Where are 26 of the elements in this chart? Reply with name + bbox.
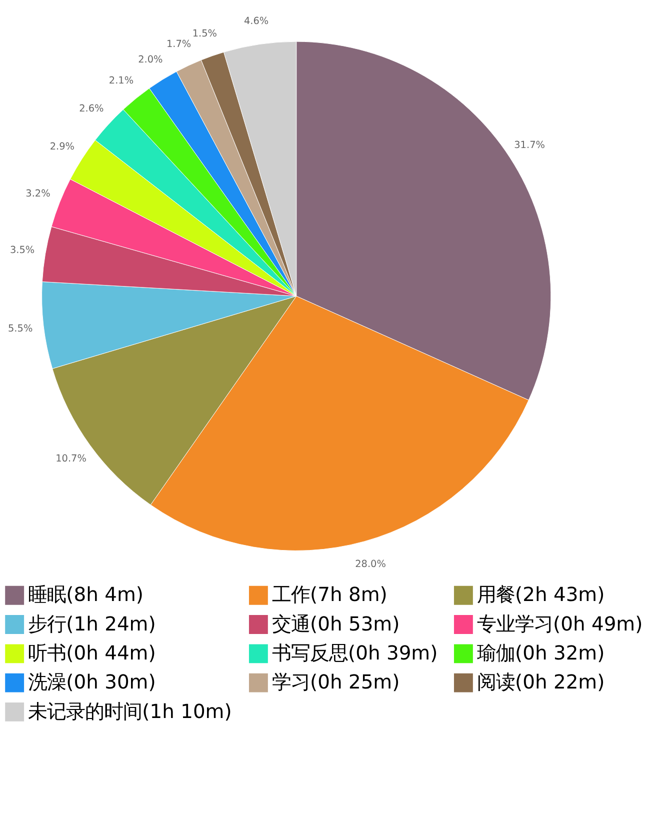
data-label: 2.0% bbox=[138, 54, 163, 66]
legend-label: 洗澡(0h 30m) bbox=[28, 670, 156, 694]
legend-label: 用餐(2h 43m) bbox=[477, 583, 605, 606]
data-label: 2.9% bbox=[50, 141, 75, 152]
data-label: 3.5% bbox=[10, 244, 35, 256]
data-label: 1.5% bbox=[192, 28, 218, 40]
legend-label: 步行(1h 24m) bbox=[28, 612, 156, 636]
legend-label: 工作(7h 8m) bbox=[272, 583, 388, 606]
legend-label: 未记录的时间(1h 10m) bbox=[28, 700, 232, 723]
legend-label: 专业学习(0h 49m) bbox=[477, 612, 643, 636]
legend-label: 阅读(0h 22m) bbox=[477, 670, 605, 694]
legend-label: 交通(0h 53m) bbox=[272, 612, 400, 636]
legend-label: 书写反思(0h 39m) bbox=[272, 641, 438, 664]
data-label: 28.0% bbox=[355, 558, 386, 570]
data-label: 2.6% bbox=[79, 103, 104, 114]
legend-label: 学习(0h 25m) bbox=[272, 670, 400, 694]
data-label: 4.6% bbox=[244, 16, 269, 28]
data-label: 3.2% bbox=[26, 188, 50, 200]
legend-label: 瑜伽(0h 32m) bbox=[477, 641, 605, 664]
data-label: 2.1% bbox=[108, 75, 134, 86]
legend-label: 听书(0h 44m) bbox=[28, 641, 156, 664]
data-label: 10.7% bbox=[56, 454, 86, 465]
data-label: 31.7% bbox=[514, 140, 545, 151]
legend-label: 睡眠(8h 4m) bbox=[28, 583, 144, 606]
data-label: 1.7% bbox=[166, 39, 192, 50]
data-label: 5.5% bbox=[8, 323, 33, 334]
